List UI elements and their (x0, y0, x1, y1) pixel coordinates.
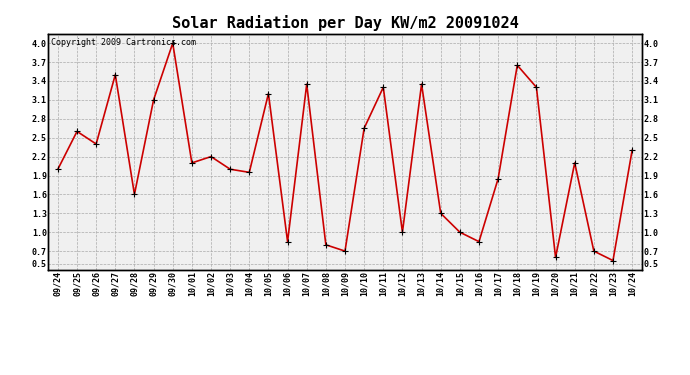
Text: Copyright 2009 Cartronics.com: Copyright 2009 Cartronics.com (51, 39, 196, 48)
Title: Solar Radiation per Day KW/m2 20091024: Solar Radiation per Day KW/m2 20091024 (172, 15, 518, 31)
